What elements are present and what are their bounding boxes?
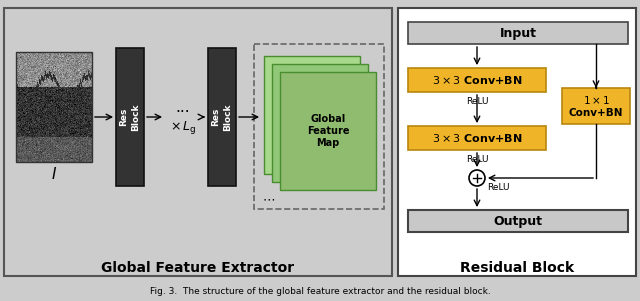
Bar [254,44,384,209]
Text: Output: Output [493,215,543,228]
Bar [16,52,92,162]
Text: $\times\,L_{\mathsf{g}}$: $\times\,L_{\mathsf{g}}$ [170,119,196,136]
Bar [408,210,628,232]
Text: Fea: Fea [302,101,322,111]
Bar [272,64,368,182]
Circle shape [469,170,485,186]
Bar [562,88,630,124]
Text: $1\times1$
Conv+BN: $1\times1$ Conv+BN [569,94,623,118]
Text: Input: Input [499,26,536,39]
Bar [408,68,546,92]
Bar [4,8,392,276]
Text: Residual Block: Residual Block [460,261,574,275]
Bar [398,8,636,276]
Text: $3\times3$ Conv+BN: $3\times3$ Conv+BN [431,132,522,144]
Bar [264,56,360,174]
Text: $3\times3$ Conv+BN: $3\times3$ Conv+BN [431,74,522,86]
Text: Global Feature Extractor: Global Feature Extractor [101,261,294,275]
Text: $I$: $I$ [51,166,57,182]
Bar [408,126,546,150]
Text: Fig. 3.  The structure of the global feature extractor and the residual block.: Fig. 3. The structure of the global feat… [150,287,490,296]
Text: ...: ... [176,100,190,114]
Bar [280,72,376,190]
Text: ReLU: ReLU [487,184,509,193]
Bar [408,22,628,44]
Bar [208,48,236,186]
Text: Res
Block: Res Block [120,103,140,131]
Text: Global
Feature
Map: Global Feature Map [307,113,349,148]
Text: $\cdots$: $\cdots$ [262,193,276,206]
Bar [116,48,144,186]
Text: ReLU: ReLU [466,156,488,165]
Text: ReLU: ReLU [466,98,488,107]
Text: Res
Block: Res Block [212,103,232,131]
